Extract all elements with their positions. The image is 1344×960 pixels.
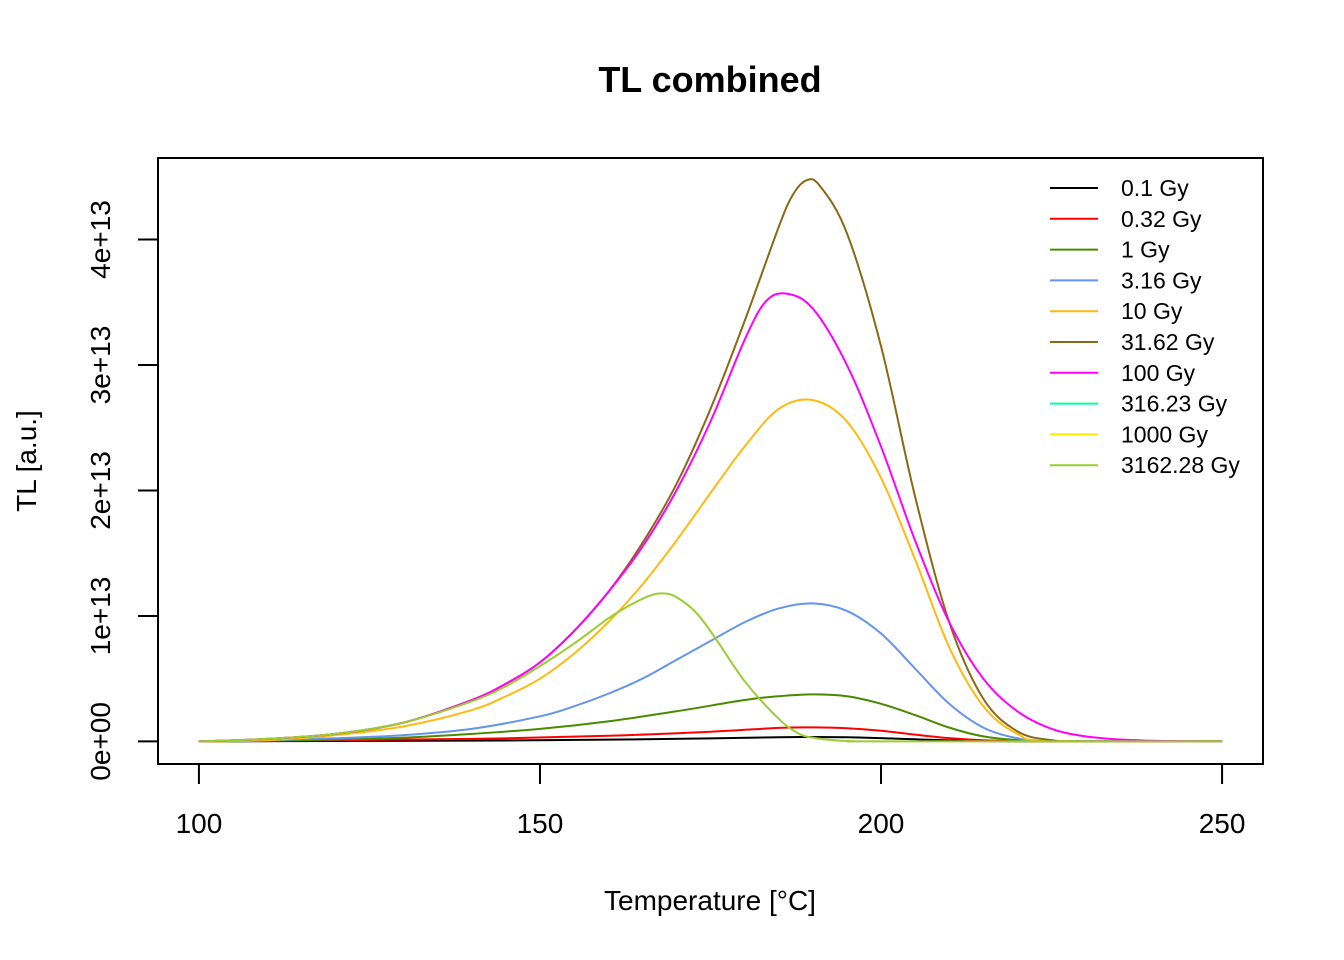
y-axis: 0e+00 1e+13 2e+13 3e+13 4e+13 [85, 200, 159, 781]
series-line-9 [198, 592, 1223, 743]
chart-title: TL combined [598, 59, 821, 100]
series-group [198, 178, 1223, 743]
x-tick-label: 250 [1199, 808, 1246, 839]
legend-label: 0.32 Gy [1121, 206, 1202, 232]
y-tick-label: 1e+13 [85, 577, 116, 656]
series-line-5 [198, 178, 1223, 743]
x-axis: 100 150 200 250 [176, 763, 1246, 839]
legend-label: 100 Gy [1121, 360, 1196, 386]
legend-label: 316.23 Gy [1121, 391, 1228, 417]
legend-label: 3162.28 Gy [1121, 452, 1240, 478]
legend: 0.1 Gy 0.32 Gy 1 Gy 3.16 Gy 10 Gy 31.62 Gy 100… [1050, 175, 1240, 478]
y-tick-label: 3e+13 [85, 326, 116, 405]
y-tick-label: 0e+00 [85, 702, 116, 781]
legend-label: 3.16 Gy [1121, 267, 1202, 293]
series-line-3 [198, 602, 1223, 743]
legend-label: 1000 Gy [1121, 421, 1208, 447]
y-axis-label: TL [a.u.] [11, 410, 42, 512]
x-axis-label: Temperature [°C] [604, 885, 816, 916]
y-tick-label: 2e+13 [85, 451, 116, 530]
y-tick-label: 4e+13 [85, 200, 116, 279]
legend-label: 0.1 Gy [1121, 175, 1189, 201]
legend-label: 10 Gy [1121, 298, 1183, 324]
x-tick-label: 100 [176, 808, 223, 839]
legend-label: 1 Gy [1121, 237, 1170, 263]
legend-label: 31.62 Gy [1121, 329, 1215, 355]
x-tick-label: 200 [858, 808, 905, 839]
series-line-6 [198, 292, 1223, 743]
series-line-2 [198, 693, 1223, 743]
series-line-4 [198, 398, 1223, 743]
x-tick-label: 150 [517, 808, 564, 839]
